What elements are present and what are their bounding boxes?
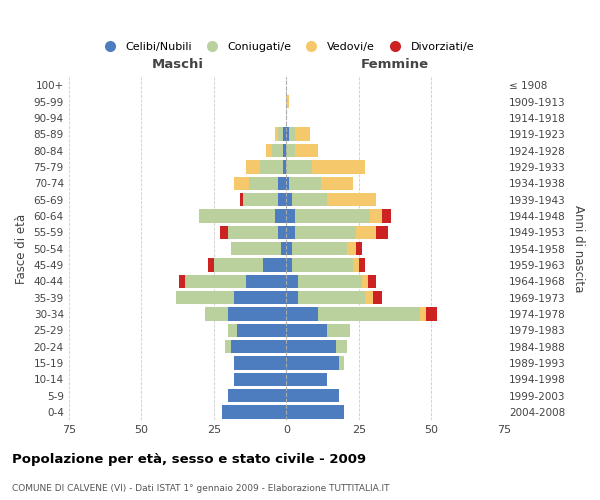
Bar bbox=[281, 242, 286, 256]
Bar bbox=[243, 193, 278, 206]
Bar bbox=[286, 372, 327, 386]
Bar bbox=[286, 324, 327, 337]
Bar bbox=[263, 258, 286, 272]
Bar bbox=[338, 356, 344, 370]
Bar bbox=[321, 176, 353, 190]
Bar bbox=[179, 274, 185, 288]
Bar bbox=[286, 389, 338, 402]
Bar bbox=[208, 258, 214, 272]
Bar bbox=[295, 209, 370, 222]
Bar bbox=[237, 324, 286, 337]
Bar bbox=[228, 389, 286, 402]
Bar bbox=[286, 340, 335, 353]
Bar bbox=[278, 176, 286, 190]
Bar bbox=[356, 242, 362, 256]
Text: Maschi: Maschi bbox=[151, 58, 203, 71]
Bar bbox=[382, 209, 391, 222]
Bar bbox=[425, 307, 437, 320]
Bar bbox=[292, 242, 347, 256]
Bar bbox=[295, 226, 356, 239]
Bar bbox=[289, 128, 295, 141]
Bar bbox=[234, 372, 286, 386]
Bar bbox=[327, 324, 350, 337]
Bar bbox=[292, 193, 327, 206]
Bar bbox=[231, 340, 286, 353]
Bar bbox=[240, 193, 243, 206]
Bar bbox=[286, 160, 313, 173]
Y-axis label: Anni di nascita: Anni di nascita bbox=[572, 205, 585, 292]
Bar bbox=[286, 95, 289, 108]
Bar bbox=[286, 258, 292, 272]
Bar bbox=[283, 128, 286, 141]
Bar bbox=[245, 160, 260, 173]
Bar bbox=[176, 291, 234, 304]
Bar bbox=[286, 406, 344, 418]
Text: Popolazione per età, sesso e stato civile - 2009: Popolazione per età, sesso e stato civil… bbox=[12, 452, 366, 466]
Bar bbox=[214, 258, 263, 272]
Bar bbox=[295, 144, 318, 157]
Bar bbox=[234, 356, 286, 370]
Bar bbox=[356, 226, 376, 239]
Bar bbox=[365, 291, 373, 304]
Bar bbox=[289, 176, 321, 190]
Bar bbox=[376, 226, 388, 239]
Bar bbox=[283, 144, 286, 157]
Bar bbox=[292, 258, 353, 272]
Bar bbox=[283, 160, 286, 173]
Bar bbox=[286, 274, 298, 288]
Bar bbox=[286, 193, 292, 206]
Bar bbox=[245, 274, 286, 288]
Bar bbox=[275, 209, 286, 222]
Bar bbox=[370, 209, 382, 222]
Bar bbox=[234, 291, 286, 304]
Bar bbox=[272, 144, 283, 157]
Bar bbox=[286, 307, 318, 320]
Bar bbox=[318, 307, 420, 320]
Bar bbox=[228, 307, 286, 320]
Bar bbox=[327, 193, 376, 206]
Bar bbox=[298, 274, 362, 288]
Bar bbox=[278, 128, 283, 141]
Text: Femmine: Femmine bbox=[361, 58, 429, 71]
Bar bbox=[248, 176, 278, 190]
Bar bbox=[228, 226, 278, 239]
Bar bbox=[347, 242, 356, 256]
Bar bbox=[278, 226, 286, 239]
Bar bbox=[260, 160, 283, 173]
Legend: Celibi/Nubili, Coniugati/e, Vedovi/e, Divorziati/e: Celibi/Nubili, Coniugati/e, Vedovi/e, Di… bbox=[94, 38, 478, 57]
Bar bbox=[420, 307, 425, 320]
Bar bbox=[199, 209, 275, 222]
Bar bbox=[313, 160, 365, 173]
Bar bbox=[286, 356, 338, 370]
Text: COMUNE DI CALVENE (VI) - Dati ISTAT 1° gennaio 2009 - Elaborazione TUTTITALIA.IT: COMUNE DI CALVENE (VI) - Dati ISTAT 1° g… bbox=[12, 484, 389, 493]
Bar bbox=[220, 226, 228, 239]
Bar bbox=[226, 340, 231, 353]
Bar bbox=[231, 242, 281, 256]
Y-axis label: Fasce di età: Fasce di età bbox=[15, 214, 28, 284]
Bar bbox=[228, 324, 237, 337]
Bar bbox=[368, 274, 376, 288]
Bar bbox=[275, 128, 278, 141]
Bar bbox=[286, 226, 295, 239]
Bar bbox=[286, 128, 289, 141]
Bar bbox=[185, 274, 245, 288]
Bar bbox=[295, 128, 310, 141]
Bar bbox=[286, 242, 292, 256]
Bar bbox=[286, 209, 295, 222]
Bar bbox=[234, 176, 248, 190]
Bar bbox=[362, 274, 368, 288]
Bar bbox=[205, 307, 228, 320]
Bar bbox=[353, 258, 359, 272]
Bar bbox=[286, 176, 289, 190]
Bar bbox=[359, 258, 365, 272]
Bar bbox=[223, 406, 286, 418]
Bar bbox=[298, 291, 365, 304]
Bar bbox=[266, 144, 272, 157]
Bar bbox=[286, 144, 295, 157]
Bar bbox=[335, 340, 347, 353]
Bar bbox=[278, 193, 286, 206]
Bar bbox=[373, 291, 382, 304]
Bar bbox=[286, 291, 298, 304]
